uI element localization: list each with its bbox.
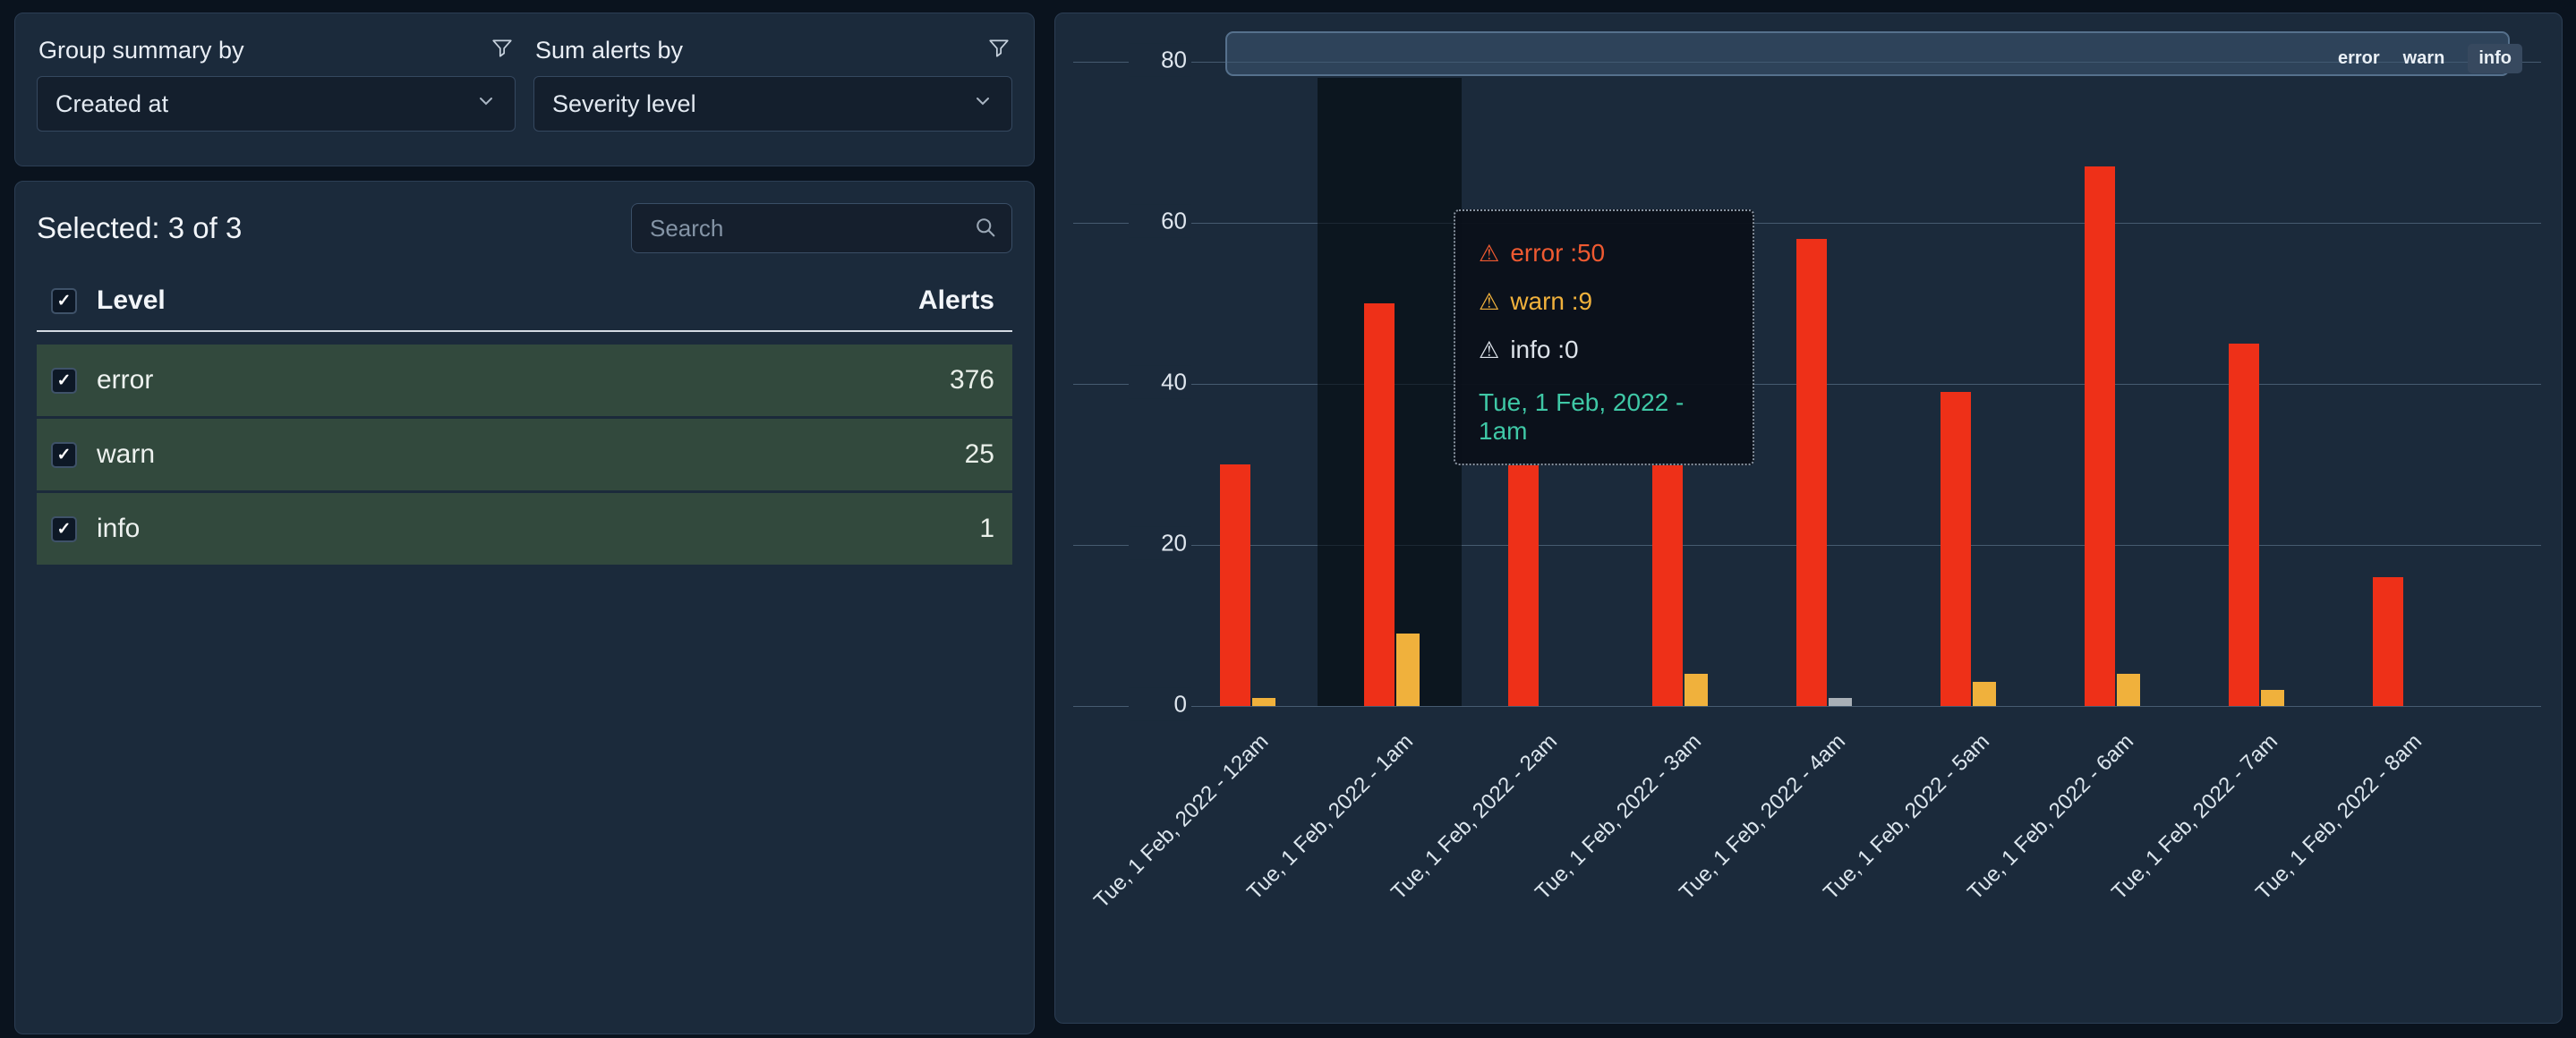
legend-item-warn[interactable]: warn [2402,48,2445,68]
row-checkbox[interactable] [51,367,77,394]
bar-warn[interactable] [2116,674,2140,706]
chevron-down-icon [475,90,497,118]
x-axis-label: Tue, 1 Feb, 2022 - 1am [1241,729,1418,905]
chart-navigator-scrollbar[interactable] [1225,31,2510,76]
bar-warn[interactable] [1251,698,1275,706]
warning-triangle-icon [1479,277,1499,326]
alerts-count: 1 [979,514,994,543]
bar-error[interactable] [2228,344,2259,706]
grouping-panel: Group summary by Created at Sum alerts b… [14,13,1035,166]
y-axis-label: 80 [1129,43,1191,77]
bar-warn[interactable] [2260,690,2284,706]
alerts-count: 376 [949,365,994,395]
level-row-info[interactable]: info 1 [37,493,1012,565]
level-column-header: Level [97,285,166,315]
select-all-checkbox[interactable] [51,287,77,314]
x-axis-label: Tue, 1 Feb, 2022 - 7am [2106,729,2282,905]
y-gridline [1073,223,2541,224]
warning-triangle-icon [1479,229,1499,277]
y-gridline [1073,706,2541,707]
sum-alerts-by-label: Sum alerts by [535,36,684,64]
chevron-down-icon [972,90,994,118]
bar-warn[interactable] [1395,634,1420,706]
x-axis-label: Tue, 1 Feb, 2022 - 6am [1962,729,2138,905]
sum-alerts-column: Sum alerts by Severity level [533,31,1012,132]
selected-summary: Selected: 3 of 3 [37,211,243,244]
x-axis-label: Tue, 1 Feb, 2022 - 8am [2250,729,2427,905]
x-axis-label: Tue, 1 Feb, 2022 - 5am [1818,729,1994,905]
filter-funnel-icon[interactable] [987,36,1011,65]
level-row-error[interactable]: error 376 [37,345,1012,416]
alerts-chart-panel: error warn info error :50 warn :9 info :0 … [1054,13,2563,1024]
legend-item-info[interactable]: info [2468,44,2522,73]
search-icon [973,215,998,244]
chart-plot: error warn info error :50 warn :9 info :0 … [1055,13,2562,1023]
bar-error[interactable] [1796,239,1827,706]
bar-error[interactable] [1651,464,1683,706]
legend-item-error[interactable]: error [2337,48,2380,68]
tooltip-date: Tue, 1 Feb, 2022 - 1am [1479,388,1685,445]
level-row-warn[interactable]: warn 25 [37,419,1012,490]
chart-tooltip: error :50 warn :9 info :0 Tue, 1 Feb, 20… [1454,209,1754,465]
level-name: error [97,365,154,395]
alerts-count: 25 [964,439,994,469]
filter-funnel-icon[interactable] [490,36,514,65]
search-box [631,203,1012,253]
y-axis-label: 0 [1129,687,1191,721]
x-axis-label: Tue, 1 Feb, 2022 - 3am [1530,729,1706,905]
group-summary-column: Group summary by Created at [37,31,516,132]
tooltip-warn-text: warn :9 [1510,287,1593,315]
group-by-select[interactable]: Created at [37,76,516,132]
y-axis-label: 40 [1129,365,1191,399]
bar-error[interactable] [1219,464,1250,706]
row-checkbox[interactable] [51,441,77,468]
bar-error[interactable] [1940,392,1971,706]
tooltip-warn-line: warn :9 [1479,277,1729,326]
bar-warn[interactable] [1684,674,1708,706]
tooltip-info-line: info :0 [1479,326,1729,374]
x-axis-label: Tue, 1 Feb, 2022 - 2am [1386,729,1562,905]
bar-error[interactable] [1363,303,1395,706]
sum-by-selected-value: Severity level [552,89,696,117]
row-checkbox[interactable] [51,515,77,542]
sum-by-select[interactable]: Severity level [533,76,1012,132]
y-axis-label: 60 [1129,204,1191,238]
group-summary-by-label: Group summary by [38,36,244,64]
tooltip-error-line: error :50 [1479,229,1729,277]
bar-error[interactable] [1507,464,1539,706]
y-axis-label: 20 [1129,526,1191,560]
bar-error[interactable] [2372,577,2403,706]
bar-info[interactable] [1828,698,1852,706]
chart-legend: error warn info [2338,44,2522,73]
search-input[interactable] [631,203,1012,253]
level-name: info [97,514,141,543]
selection-panel: Selected: 3 of 3 Level Alerts error 376 … [14,181,1035,1034]
level-name: warn [97,439,156,469]
bar-warn[interactable] [1972,682,1996,706]
group-by-selected-value: Created at [55,89,169,117]
levels-table-body: error 376 warn 25 info 1 [37,345,1012,565]
tooltip-info-text: info :0 [1510,336,1579,363]
alerts-column-header: Alerts [917,285,994,315]
tooltip-error-text: error :50 [1510,239,1606,267]
bar-error[interactable] [2084,166,2115,706]
levels-table-header: Level Alerts [37,285,1012,332]
warning-triangle-icon [1479,326,1499,374]
x-axis-label: Tue, 1 Feb, 2022 - 4am [1674,729,1850,905]
